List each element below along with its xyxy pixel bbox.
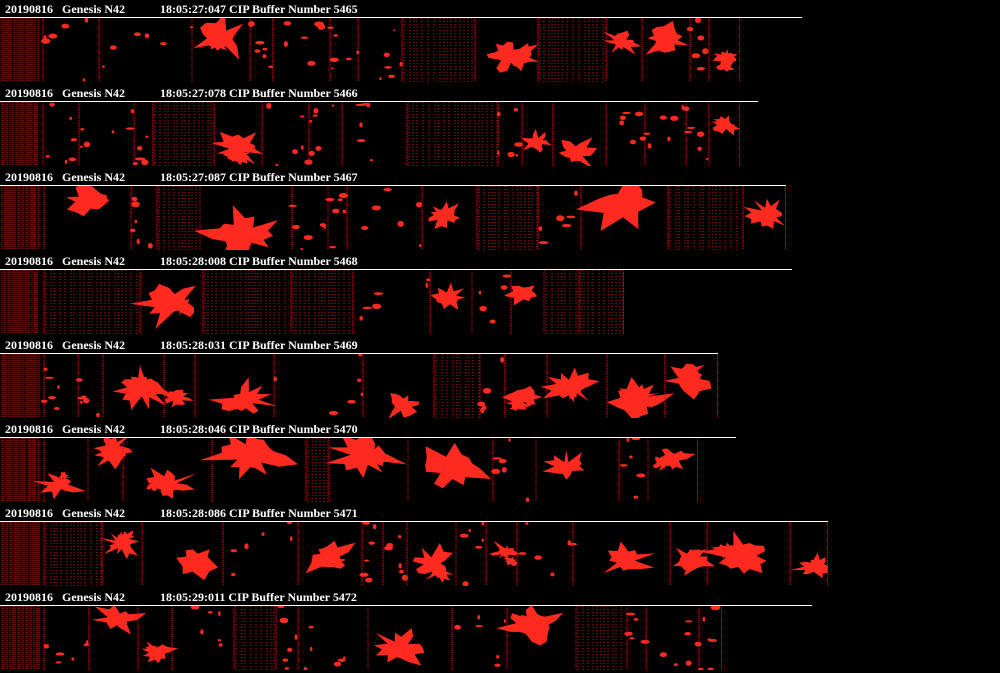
buffer-rule: [0, 185, 786, 186]
buffer-row-4: 20190816 Genesis N42 18:05:28:008 CIP Bu…: [0, 252, 1000, 336]
buffer-title: 18:05:28:008 CIP Buffer Number 5468: [160, 254, 358, 268]
buffer-label: CIP Buffer Number: [229, 2, 331, 16]
buffer-time: 18:05:27:078: [160, 86, 226, 100]
particle-frames: [1, 18, 740, 82]
buffer-date: 20190816: [5, 338, 53, 352]
buffer-label: CIP Buffer Number: [229, 338, 331, 352]
buffer-number: 5470: [333, 422, 358, 436]
buffer-date: 20190816: [5, 254, 53, 268]
buffer-number: 5472: [332, 590, 357, 604]
buffer-time: 18:05:29:011: [160, 590, 226, 604]
buffer-number: 5465: [333, 2, 358, 16]
buffer-probe: Genesis N42: [62, 254, 125, 268]
buffer-rule: [0, 17, 802, 18]
buffer-number: 5468: [333, 254, 358, 268]
buffer-row-6: 20190816 Genesis N42 18:05:28:046 CIP Bu…: [0, 420, 1000, 504]
buffer-time: 18:05:27:047: [160, 2, 226, 16]
buffer-date: 20190816: [5, 590, 53, 604]
buffer-time: 18:05:28:008: [160, 254, 226, 268]
buffer-label: CIP Buffer Number: [229, 254, 331, 268]
buffer-date: 20190816: [5, 170, 53, 184]
particle-image-strip: [1, 522, 828, 586]
buffer-title: 18:05:27:078 CIP Buffer Number 5466: [160, 86, 358, 100]
buffer-label: CIP Buffer Number: [228, 590, 330, 604]
buffer-time: 18:05:28:046: [160, 422, 226, 436]
buffer-rule: [0, 269, 792, 270]
buffer-date: 20190816: [5, 2, 53, 16]
buffer-probe: Genesis N42: [62, 170, 125, 184]
buffer-probe: Genesis N42: [62, 590, 125, 604]
buffer-number: 5471: [333, 506, 358, 520]
particle-frames: [1, 186, 786, 250]
particle-image-strip: [1, 186, 786, 250]
particle-frames: [1, 438, 698, 502]
buffer-title: 18:05:28:046 CIP Buffer Number 5470: [160, 422, 358, 436]
particle-frames: [1, 522, 828, 586]
buffer-probe: Genesis N42: [62, 86, 125, 100]
buffer-label: CIP Buffer Number: [229, 422, 331, 436]
buffer-number: 5467: [333, 170, 358, 184]
buffer-probe: Genesis N42: [62, 338, 125, 352]
buffer-label: CIP Buffer Number: [229, 86, 331, 100]
buffer-row-7: 20190816 Genesis N42 18:05:28:086 CIP Bu…: [0, 504, 1000, 588]
particle-image-strip: [1, 270, 624, 334]
buffer-time: 18:05:27:087: [160, 170, 226, 184]
particle-frames: [1, 606, 722, 670]
buffer-probe: Genesis N42: [62, 506, 125, 520]
buffer-date: 20190816: [5, 86, 53, 100]
buffer-row-3: 20190816 Genesis N42 18:05:27:087 CIP Bu…: [0, 168, 1000, 252]
buffer-probe: Genesis N42: [62, 422, 125, 436]
buffer-number: 5466: [333, 86, 358, 100]
buffer-title: 18:05:28:031 CIP Buffer Number 5469: [160, 338, 358, 352]
particle-image-strip: [1, 18, 740, 82]
particle-frames: [1, 354, 718, 418]
particle-image-strip: [1, 606, 722, 670]
buffer-probe: Genesis N42: [62, 2, 125, 16]
buffer-row-2: 20190816 Genesis N42 18:05:27:078 CIP Bu…: [0, 84, 1000, 168]
buffer-rule: [0, 521, 828, 522]
particle-frames: [1, 102, 741, 166]
buffer-label: CIP Buffer Number: [229, 170, 331, 184]
buffer-row-1: 20190816 Genesis N42 18:05:27:047 CIP Bu…: [0, 0, 1000, 84]
buffer-time: 18:05:28:031: [160, 338, 226, 352]
buffer-time: 18:05:28:086: [160, 506, 226, 520]
particle-image-strip: [1, 354, 718, 418]
buffer-title: 18:05:27:047 CIP Buffer Number 5465: [160, 2, 358, 16]
particle-frames: [1, 270, 624, 334]
buffer-date: 20190816: [5, 506, 53, 520]
particle-image-strip: [1, 102, 741, 166]
buffer-row-8: 20190816 Genesis N42 18:05:29:011 CIP Bu…: [0, 588, 1000, 672]
buffer-title: 18:05:29:011 CIP Buffer Number 5472: [160, 590, 357, 604]
buffer-date: 20190816: [5, 422, 53, 436]
buffer-row-5: 20190816 Genesis N42 18:05:28:031 CIP Bu…: [0, 336, 1000, 420]
buffer-rule: [0, 101, 758, 102]
buffer-rule: [0, 605, 812, 606]
particle-image-strip: [1, 438, 698, 502]
buffer-title: 18:05:28:086 CIP Buffer Number 5471: [160, 506, 358, 520]
buffer-label: CIP Buffer Number: [229, 506, 331, 520]
buffer-title: 18:05:27:087 CIP Buffer Number 5467: [160, 170, 358, 184]
buffer-number: 5469: [333, 338, 358, 352]
